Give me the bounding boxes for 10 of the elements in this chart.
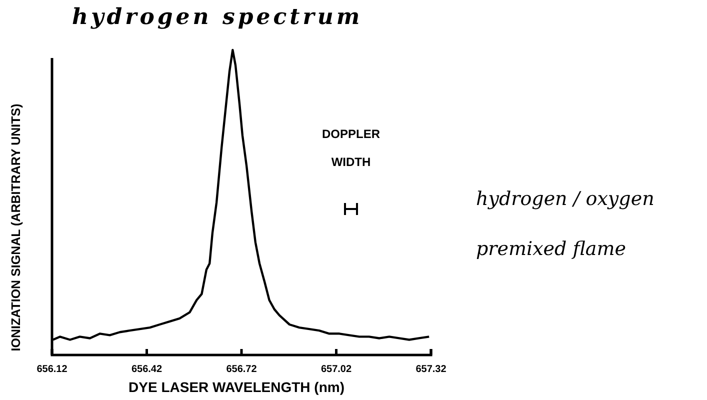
x-tick-label: 657.02 (320, 364, 352, 375)
x-tick-label: 656.12 (36, 364, 68, 375)
x-tick-label: 656.72 (226, 364, 258, 375)
chart-title: hydrogen spectrum (72, 4, 363, 30)
x-tick-label: 656.42 (131, 364, 162, 375)
text: hydrogen / oxygen premixed flame (476, 188, 654, 260)
y-axis-title: IONIZATION SIGNAL (ARBITRARY UNITS) (9, 104, 23, 352)
annotation: DOPPLER WIDTH (322, 127, 380, 169)
x-tick-label: 657.32 (416, 364, 447, 375)
x-axis-title: DYE LASER WAVELENGTH (nm) (128, 379, 344, 395)
